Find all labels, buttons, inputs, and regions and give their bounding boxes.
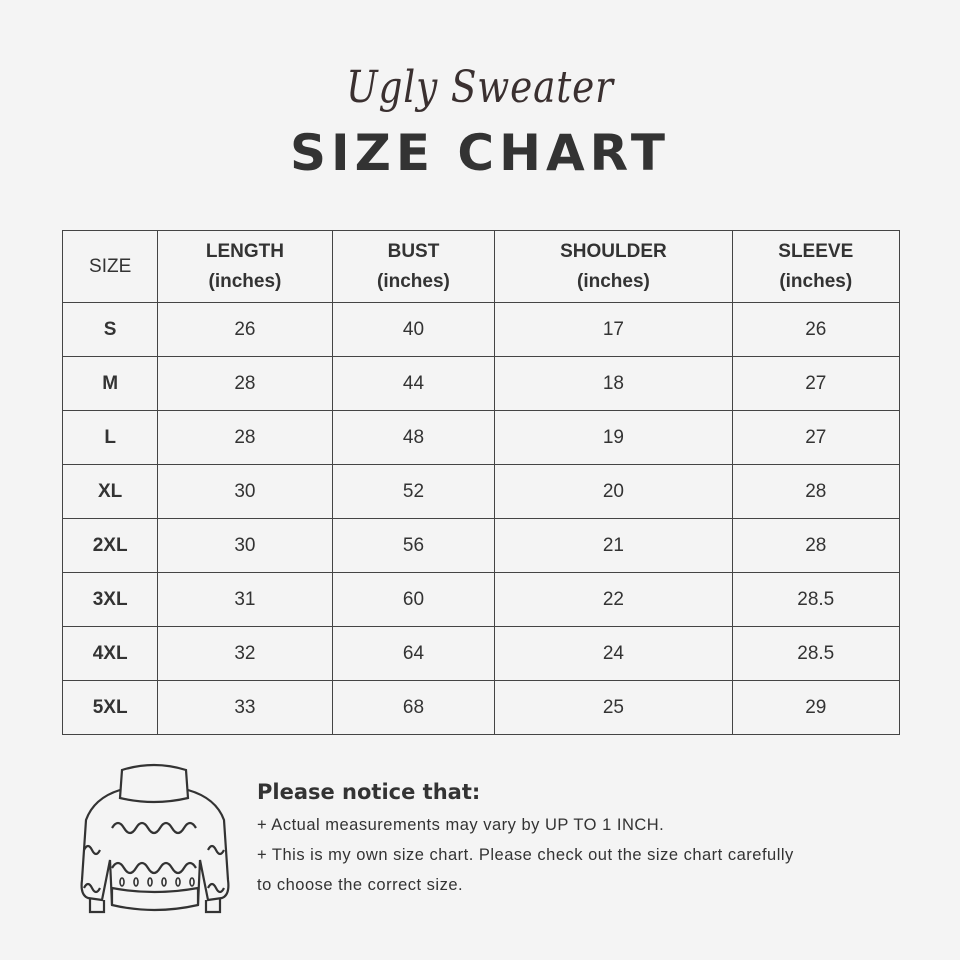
table-row: 3XL 31 60 22 28.5 bbox=[61, 572, 901, 627]
value-cell: 21 bbox=[494, 518, 733, 573]
table-row: 4XL 32 64 24 28.5 bbox=[61, 626, 901, 681]
column-name: SLEEVE bbox=[778, 240, 854, 262]
column-header-size: SIZE bbox=[61, 230, 159, 303]
value-cell: 29 bbox=[731, 680, 901, 735]
value-cell: 30 bbox=[157, 464, 333, 519]
value-cell: 28 bbox=[731, 518, 901, 573]
size-cell: 5XL bbox=[61, 680, 159, 735]
column-name: SHOULDER bbox=[560, 240, 667, 262]
table-row: S 26 40 17 26 bbox=[61, 302, 901, 357]
value-cell: 18 bbox=[494, 356, 733, 411]
column-name: LENGTH bbox=[205, 240, 284, 262]
value-cell: 27 bbox=[731, 410, 901, 465]
value-cell: 30 bbox=[157, 518, 333, 573]
column-header-shoulder: SHOULDER (inches) bbox=[494, 230, 733, 303]
value-cell: 28 bbox=[157, 410, 333, 465]
sweater-icon bbox=[80, 763, 230, 914]
value-cell: 28.5 bbox=[731, 572, 901, 627]
size-cell: 4XL bbox=[61, 626, 159, 681]
column-unit: (inches) bbox=[577, 270, 650, 292]
script-title: Ugly Sweater bbox=[346, 62, 614, 113]
value-cell: 28 bbox=[731, 464, 901, 519]
notice-line: to choose the correct size. bbox=[257, 876, 464, 894]
size-cell: XL bbox=[61, 464, 159, 519]
column-name: BUST bbox=[387, 240, 440, 262]
value-cell: 60 bbox=[331, 572, 496, 627]
size-cell: 3XL bbox=[61, 572, 159, 627]
column-name: SIZE bbox=[89, 255, 132, 277]
value-cell: 26 bbox=[731, 302, 901, 357]
size-cell: M bbox=[61, 356, 159, 411]
column-header-sleeve: SLEEVE (inches) bbox=[731, 230, 901, 303]
value-cell: 17 bbox=[494, 302, 733, 357]
table-row: 2XL 30 56 21 28 bbox=[61, 518, 901, 573]
column-header-length: LENGTH (inches) bbox=[157, 230, 333, 303]
column-header-bust: BUST (inches) bbox=[331, 230, 496, 303]
table-row: 5XL 33 68 25 29 bbox=[61, 680, 901, 735]
size-cell: S bbox=[61, 302, 159, 357]
column-unit: (inches) bbox=[208, 270, 282, 292]
column-unit: (inches) bbox=[377, 270, 450, 292]
value-cell: 19 bbox=[494, 410, 733, 465]
table-header-row: SIZE LENGTH (inches) BUST (inches) SHOULDE… bbox=[61, 230, 901, 303]
value-cell: 22 bbox=[494, 572, 733, 627]
value-cell: 48 bbox=[331, 410, 496, 465]
size-cell: 2XL bbox=[61, 518, 159, 573]
table-row: M 28 44 18 27 bbox=[61, 356, 901, 411]
value-cell: 24 bbox=[494, 626, 733, 681]
table-row: L 28 48 19 27 bbox=[61, 410, 901, 465]
value-cell: 33 bbox=[157, 680, 333, 735]
size-table: SIZE LENGTH (inches) BUST (inches) SHOULDE… bbox=[61, 230, 901, 735]
value-cell: 20 bbox=[494, 464, 733, 519]
value-cell: 44 bbox=[331, 356, 496, 411]
value-cell: 26 bbox=[157, 302, 333, 357]
value-cell: 32 bbox=[157, 626, 333, 681]
value-cell: 52 bbox=[331, 464, 496, 519]
value-cell: 64 bbox=[331, 626, 496, 681]
notice-title: Please notice that: bbox=[257, 780, 481, 804]
value-cell: 28.5 bbox=[731, 626, 901, 681]
value-cell: 31 bbox=[157, 572, 333, 627]
notice-line: + Actual measurements may vary by UP TO … bbox=[257, 816, 665, 834]
column-unit: (inches) bbox=[779, 270, 853, 292]
table-row: XL 30 52 20 28 bbox=[61, 464, 901, 519]
notice-section: Please notice that: + Actual measurement… bbox=[257, 780, 794, 900]
value-cell: 27 bbox=[731, 356, 901, 411]
notice-line: + This is my own size chart. Please chec… bbox=[257, 846, 794, 864]
value-cell: 25 bbox=[494, 680, 733, 735]
size-cell: L bbox=[61, 410, 159, 465]
value-cell: 28 bbox=[157, 356, 333, 411]
value-cell: 40 bbox=[331, 302, 496, 357]
value-cell: 56 bbox=[331, 518, 496, 573]
page-title: SIZE CHART bbox=[289, 124, 671, 182]
value-cell: 68 bbox=[331, 680, 496, 735]
